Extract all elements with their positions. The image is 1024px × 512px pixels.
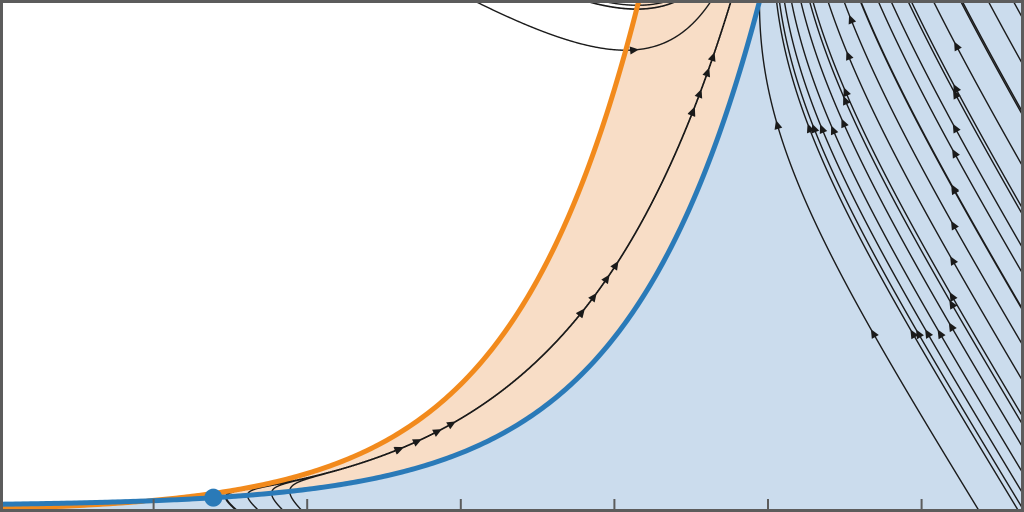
phase-portrait — [0, 0, 1024, 512]
equilibrium-point — [204, 489, 222, 507]
region-lower — [0, 0, 1024, 512]
